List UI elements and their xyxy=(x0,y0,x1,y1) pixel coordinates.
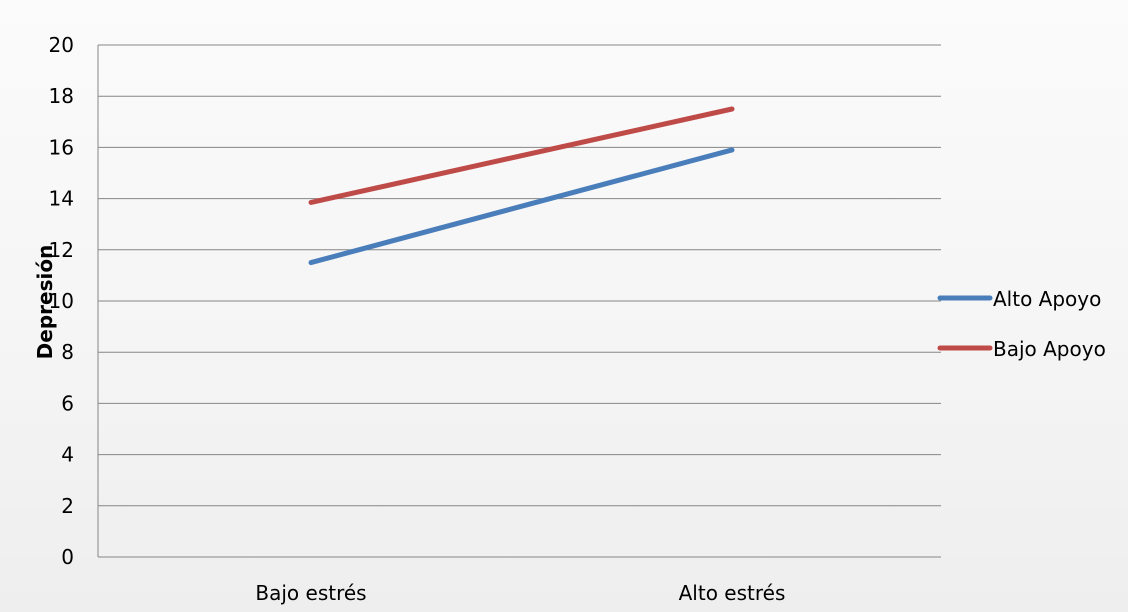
legend-label: Alto Apoyo xyxy=(993,287,1101,311)
legend-label: Bajo Apoyo xyxy=(993,337,1106,361)
y-tick-label: 0 xyxy=(61,545,74,569)
y-axis-title: Depresión xyxy=(33,245,57,360)
y-axis-ticks: 0 2 4 6 8 10 12 14 16 18 20 xyxy=(49,33,74,569)
y-tick-label: 6 xyxy=(61,391,74,415)
y-tick-label: 8 xyxy=(61,340,74,364)
y-tick-label: 16 xyxy=(49,135,74,159)
y-tick-label: 10 xyxy=(49,289,74,313)
x-axis-ticks: Bajo estrés Alto estrés xyxy=(255,581,785,605)
y-tick-label: 12 xyxy=(49,238,74,262)
y-tick-label: 14 xyxy=(49,187,74,211)
series-line xyxy=(308,147,735,266)
y-tick-label: 4 xyxy=(61,443,74,467)
series-line xyxy=(308,106,735,205)
y-tick-label: 2 xyxy=(61,494,74,518)
y-tick-label: 20 xyxy=(49,33,74,57)
series-lines xyxy=(308,106,735,266)
x-tick-label: Alto estrés xyxy=(679,581,786,605)
legend: Alto Apoyo Bajo Apoyo xyxy=(937,287,1106,361)
gridlines xyxy=(97,44,941,558)
x-tick-label: Bajo estrés xyxy=(255,581,366,605)
y-tick-label: 18 xyxy=(49,84,74,108)
